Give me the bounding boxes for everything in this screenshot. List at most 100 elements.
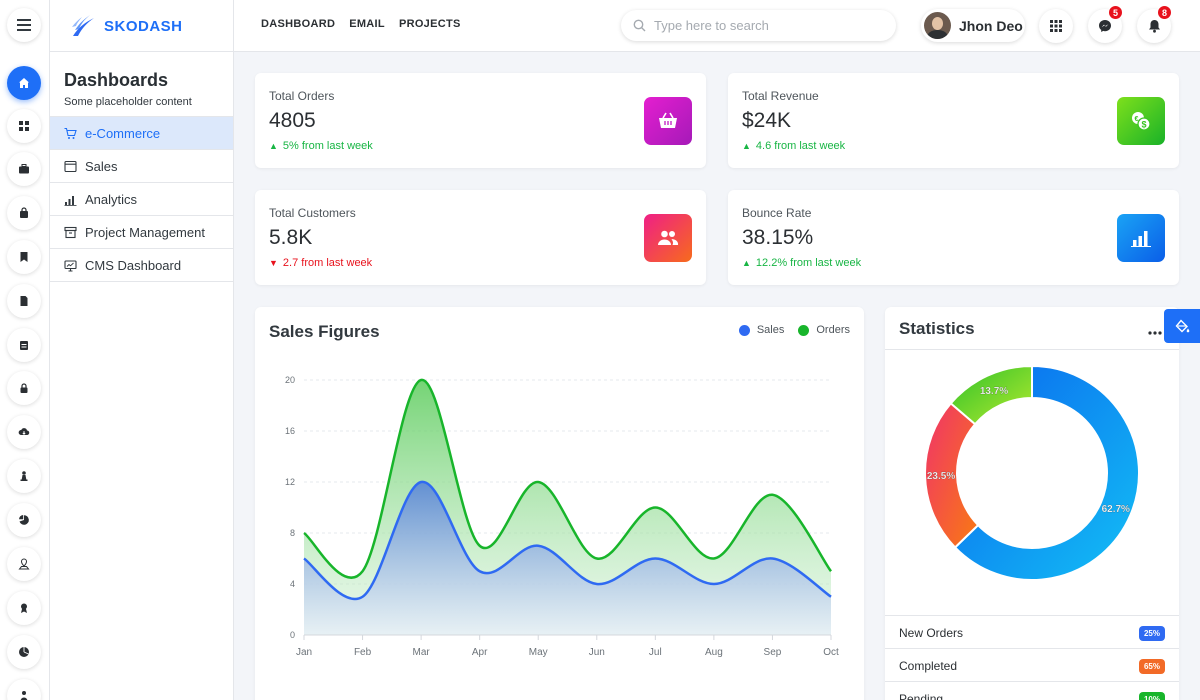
rail-pie-button[interactable] [7, 503, 41, 537]
x-tick-label: Mar [412, 647, 430, 658]
chart-axes: 0 4 8 12 16 20 Jan Feb Mar Apr May Jun Jul Aug Sep Oct [285, 375, 839, 658]
stat-card-total-customers: Total Customers 5.8K ▼ 2.7 from last week [255, 190, 706, 285]
rail-pawn-button[interactable] [7, 459, 41, 493]
trend-up-icon: ▲ [269, 141, 278, 151]
sales-figures-card: Sales Figures Sales Orders 0 4 8 12 16 20 Jan F… [255, 307, 864, 700]
user-name: Jhon Deo [959, 17, 1023, 34]
legend-dot [738, 324, 750, 336]
rail-map-pin-button[interactable] [7, 547, 41, 581]
search-input[interactable] [654, 18, 874, 33]
x-tick-label: Jan [296, 647, 312, 658]
cloud-download-icon [18, 428, 30, 435]
avatar [924, 12, 951, 39]
chart-series [303, 378, 833, 635]
file-icon [20, 296, 28, 306]
submenu-header: Dashboards Some placeholder content [50, 52, 233, 117]
notifications-badge: 8 [1157, 5, 1172, 20]
stat-label: Bounce Rate [742, 206, 812, 220]
line-sales [303, 480, 832, 601]
messenger-icon [1099, 20, 1111, 32]
stat-trend-text: 4.6 from last week [755, 140, 846, 152]
nav-projects-link[interactable]: PROJECTS [398, 18, 461, 30]
submenu-item-analytics[interactable]: Analytics [50, 183, 233, 216]
submenu-item-ecommerce[interactable]: e-Commerce [50, 117, 233, 150]
submenu-item-project-management[interactable]: Project Management [50, 216, 233, 249]
home-icon [19, 78, 29, 88]
x-tick-label: Sep [764, 647, 782, 658]
statistics-row-completed: Completed 65% [885, 648, 1179, 682]
bookmark-icon [20, 252, 28, 262]
stat-trend-text: 2.7 from last week [282, 257, 373, 269]
search-icon [633, 19, 646, 32]
stat-trend-text: 12.2% from last week [755, 257, 862, 269]
rail-briefcase-button[interactable] [7, 152, 41, 186]
more-options-button[interactable] [1148, 319, 1162, 340]
rail-pie-chart-button[interactable] [7, 635, 41, 669]
paint-bucket-icon [1175, 318, 1189, 332]
stat-trend-text: 5% from last week [282, 140, 373, 152]
rail-cloud-button[interactable] [7, 415, 41, 449]
nav-dashboard-link[interactable]: DASHBOARD [261, 18, 336, 30]
rail-bag-button[interactable] [7, 196, 41, 230]
brand[interactable]: SKODASH [50, 0, 234, 52]
donut-slice-label: 13.7% [980, 386, 1008, 397]
user-menu[interactable]: Jhon Deo [921, 9, 1025, 42]
logo-icon [72, 15, 94, 36]
statistics-header: Statistics [885, 307, 1179, 350]
rail-home-button[interactable] [7, 66, 41, 100]
rail-lock-button[interactable] [7, 371, 41, 405]
x-tick-label: Apr [472, 647, 488, 658]
menu-toggle-button[interactable] [7, 8, 41, 42]
submenu-item-label: CMS Dashboard [85, 257, 182, 273]
rail-user-button[interactable] [7, 679, 41, 700]
users-icon [658, 230, 679, 245]
submenu-item-sales[interactable]: Sales [50, 150, 233, 183]
messages-button[interactable]: 5 [1088, 5, 1123, 43]
statistics-row-badge: 65% [1138, 659, 1165, 674]
stat-trend: ▼ 2.7 from last week [269, 257, 372, 269]
statistics-row-new-orders: New Orders 25% [885, 615, 1179, 649]
legend-item-sales[interactable]: Sales [738, 324, 784, 336]
stat-value: 4805 [269, 109, 316, 132]
rail-calendar-button[interactable] [7, 328, 41, 362]
hamburger-icon [17, 19, 31, 31]
stat-value: 38.15% [742, 226, 814, 249]
rail-bookmark-button[interactable] [7, 240, 41, 274]
bar-chart-icon [1131, 231, 1151, 247]
sales-area-chart: 0 4 8 12 16 20 Jan Feb Mar Apr May Jun Jul Aug Sep Oct [285, 375, 839, 658]
stat-label: Total Revenue [742, 89, 819, 103]
x-tick-label: Feb [354, 647, 372, 658]
pie-chart-icon [19, 647, 29, 657]
statistics-row-label: Pending [899, 692, 944, 700]
stat-value: $24K [742, 109, 792, 132]
x-tick-label: Jul [649, 647, 662, 658]
legend-item-orders[interactable]: Orders [798, 324, 850, 336]
stat-trend: ▲ 12.2% from last week [742, 257, 861, 269]
notifications-button[interactable]: 8 [1137, 5, 1172, 43]
stat-icon-box: $ € [1117, 97, 1165, 145]
statistics-donut-chart: 62.7% 23.5% 13.7% [924, 367, 1140, 581]
x-tick-label: Aug [705, 647, 723, 658]
search-box [621, 10, 896, 41]
stat-icon-box [644, 214, 692, 262]
submenu-subtitle: Some placeholder content [64, 96, 192, 108]
theme-switcher-button[interactable] [1164, 309, 1200, 343]
nav-email-link[interactable]: EMAIL [349, 18, 385, 30]
map-pin-icon [18, 558, 30, 570]
y-tick-label: 20 [285, 375, 295, 385]
cart-icon [64, 127, 77, 139]
top-navigation: DASHBOARD EMAIL PROJECTS [261, 18, 461, 30]
pie-icon [19, 515, 29, 525]
trend-up-icon: ▲ [742, 141, 751, 151]
apps-grid-icon [1050, 20, 1062, 32]
rail-grid-button[interactable] [7, 109, 41, 143]
submenu-item-label: Project Management [85, 224, 205, 240]
stat-card-bounce-rate: Bounce Rate 38.15% ▲ 12.2% from last week [728, 190, 1179, 285]
apps-button[interactable] [1039, 9, 1073, 43]
donut-slice-label: 23.5% [927, 471, 955, 482]
statistics-row-badge: 25% [1138, 626, 1165, 641]
trend-up-icon: ▲ [742, 258, 751, 268]
rail-file-button[interactable] [7, 284, 41, 318]
rail-medal-button[interactable] [7, 591, 41, 625]
submenu-item-cms-dashboard[interactable]: CMS Dashboard [50, 249, 233, 282]
